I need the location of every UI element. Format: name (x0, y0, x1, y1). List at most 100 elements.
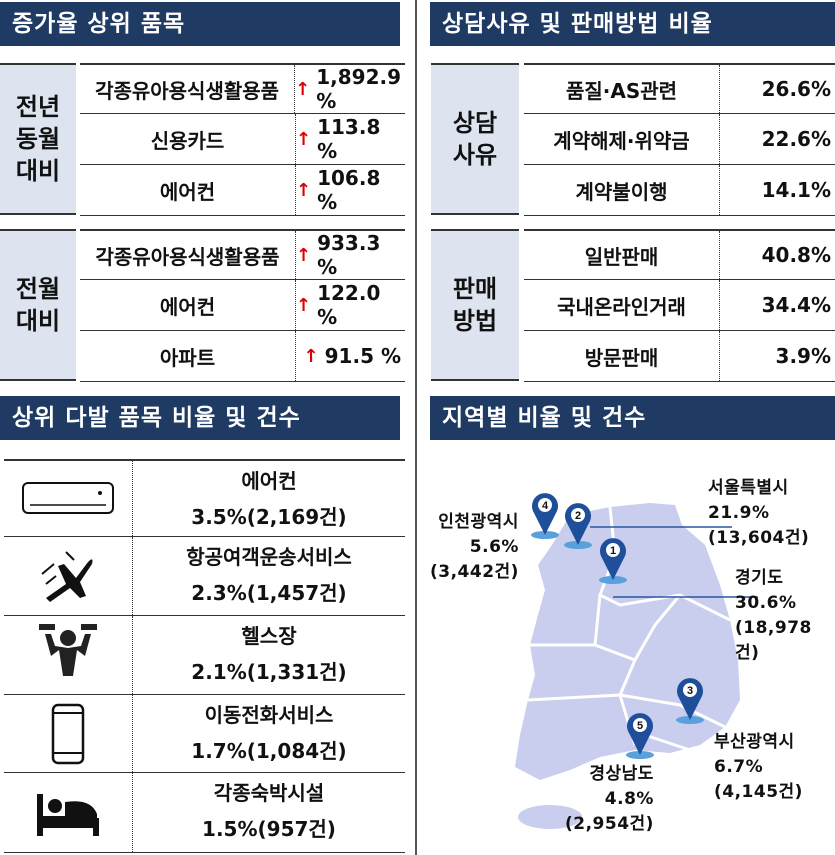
value-text: 1,892.9 % (316, 65, 401, 113)
top-item-row: 이동전화서비스 1.7%(1,084건) (4, 695, 405, 773)
region-label: 인천광역시 5.6% (3,442건) (430, 510, 519, 585)
item-name: 각종유아용식생활용품 (80, 65, 296, 113)
increase-row: 에어컨 ↑ 106.8 % (80, 165, 405, 216)
reasons-row: 국내온라인거래 34.4% (524, 280, 835, 331)
value-text: 106.8 % (317, 166, 381, 214)
map-pin-icon: 4 (531, 493, 559, 539)
item-value: 34.4% (720, 280, 835, 330)
item-name: 아파트 (80, 331, 296, 381)
top-item-name: 에어컨 (241, 469, 297, 493)
value-text: 122.0 % (317, 281, 381, 329)
increase-row: 아파트 ↑ 91.5 % (80, 331, 405, 382)
top-item-name: 이동전화서비스 (204, 703, 334, 727)
region-count: (3,442건) (430, 562, 519, 582)
value-text: 34.4% (761, 293, 831, 317)
top-item-stat: 3.5%(2,169건) (191, 505, 347, 529)
up-arrow-icon: ↑ (296, 294, 312, 316)
region-pct: 6.7% (714, 757, 764, 777)
top-item-stat: 2.3%(1,457건) (191, 581, 347, 605)
svg-text:2: 2 (575, 510, 581, 522)
increase-header: 증가율 상위 품목 (0, 2, 400, 46)
region-name: 인천광역시 (438, 512, 519, 532)
value-text: 91.5 % (324, 344, 401, 368)
region-header: 지역별 비율 및 건수 (430, 396, 835, 440)
reasons-row: 품질·AS관련 26.6% (524, 63, 835, 114)
increase-row: 신용카드 ↑ 113.8 % (80, 114, 405, 165)
item-value: ↑ 113.8 % (296, 114, 405, 164)
item-value: 40.8% (720, 231, 835, 279)
top-items-header: 상위 다발 품목 비율 및 건수 (0, 396, 400, 440)
top-item-stat: 2.1%(1,331건) (191, 660, 347, 684)
reasons-group-label: 상담 사유 (431, 63, 519, 215)
map-pin-icon: 5 (626, 713, 654, 759)
reasons-row: 계약불이행 14.1% (524, 165, 835, 216)
item-name: 계약불이행 (524, 165, 720, 215)
region-name: 서울특별시 (708, 478, 789, 498)
item-name: 에어컨 (80, 280, 296, 330)
item-name: 각종유아용식생활용품 (80, 231, 296, 279)
air-conditioner-icon (4, 461, 133, 536)
top-item-row: 헬스장 2.1%(1,331건) (4, 616, 405, 695)
region-count: (13,604건) (708, 528, 810, 548)
korea-map (515, 503, 740, 829)
map-pin-icon: 3 (676, 678, 704, 724)
item-name: 국내온라인거래 (524, 280, 720, 330)
smartphone-icon (4, 695, 133, 772)
item-name: 방문판매 (524, 331, 720, 381)
region-pct: 4.8% (604, 789, 654, 809)
top-item-stat: 1.5%(957건) (202, 817, 336, 841)
region-count: (4,145건) (714, 782, 803, 802)
reasons-row: 일반판매 40.8% (524, 229, 835, 280)
value-text: 933.3 % (317, 231, 381, 279)
value-text: 3.9% (775, 344, 831, 368)
region-label: 경기도 30.6% (18,978건) (735, 566, 835, 666)
value-text: 26.6% (761, 77, 831, 101)
top-item-row: 항공여객운송서비스 2.3%(1,457건) (4, 537, 405, 616)
top-item-name: 헬스장 (241, 624, 297, 648)
item-value: ↑ 933.3 % (296, 231, 405, 279)
item-name: 신용카드 (80, 114, 296, 164)
region-pct: 30.6% (735, 593, 797, 613)
map-pin-icon: 2 (564, 503, 592, 549)
column-divider (415, 0, 417, 855)
up-arrow-icon: ↑ (296, 128, 312, 150)
reasons-row: 계약해제·위약금 22.6% (524, 114, 835, 165)
airplane-icon (4, 537, 133, 615)
top-item-text: 각종숙박시설 1.5%(957건) (133, 773, 405, 852)
top-item-stat: 1.7%(1,084건) (191, 739, 347, 763)
item-name: 품질·AS관련 (524, 65, 720, 113)
region-label: 경상남도 4.8% (2,954건) (565, 762, 654, 837)
item-name: 일반판매 (524, 231, 720, 279)
increase-group-label: 전월 대비 (0, 229, 76, 381)
item-value: 22.6% (720, 114, 835, 164)
region-label: 부산광역시 6.7% (4,145건) (714, 730, 803, 805)
reason-header: 상담사유 및 판매방법 비율 (430, 2, 835, 46)
svg-text:4: 4 (542, 500, 549, 512)
item-value: ↑ 1,892.9 % (295, 65, 405, 113)
increase-row: 에어컨 ↑ 122.0 % (80, 280, 405, 331)
up-arrow-icon: ↑ (303, 345, 319, 367)
top-item-row: 에어컨 3.5%(2,169건) (4, 459, 405, 537)
region-count: (18,978건) (735, 618, 812, 663)
region-count: (2,954건) (565, 814, 654, 834)
reasons-row: 방문판매 3.9% (524, 331, 835, 382)
svg-text:1: 1 (610, 545, 616, 557)
item-value: ↑ 91.5 % (296, 331, 405, 381)
top-item-text: 헬스장 2.1%(1,331건) (133, 616, 405, 694)
increase-group-label: 전년 동월 대비 (0, 63, 76, 215)
item-value: ↑ 106.8 % (296, 165, 405, 215)
item-name: 에어컨 (80, 165, 296, 215)
top-item-text: 에어컨 3.5%(2,169건) (133, 461, 405, 536)
up-arrow-icon: ↑ (296, 179, 312, 201)
value-text: 22.6% (761, 127, 831, 151)
increase-row: 각종유아용식생활용품 ↑ 1,892.9 % (80, 63, 405, 114)
top-item-name: 항공여객운송서비스 (186, 545, 352, 569)
top-item-text: 항공여객운송서비스 2.3%(1,457건) (133, 537, 405, 615)
up-arrow-icon: ↑ (295, 78, 311, 100)
map-pin-icon: 1 (599, 538, 627, 584)
region-name: 부산광역시 (714, 732, 795, 752)
region-label: 서울특별시 21.9% (13,604건) (708, 476, 809, 551)
value-text: 14.1% (761, 178, 831, 202)
svg-text:3: 3 (687, 685, 693, 697)
